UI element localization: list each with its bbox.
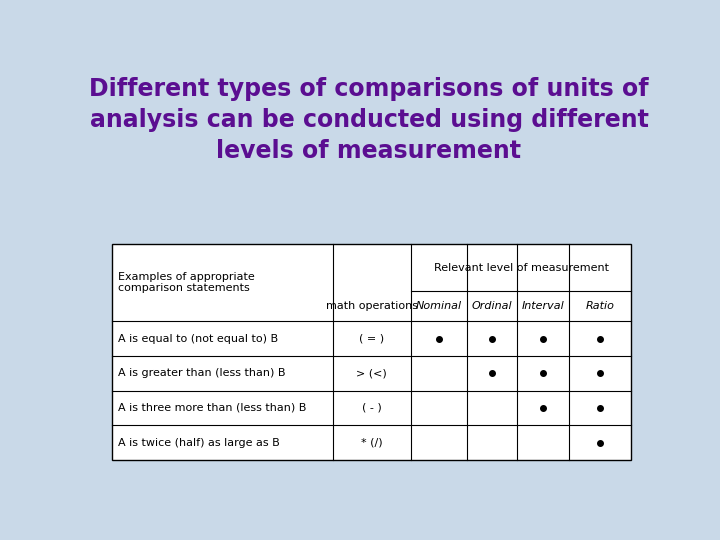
Text: Nominal: Nominal: [415, 301, 462, 312]
Text: Interval: Interval: [521, 301, 564, 312]
Bar: [112, 244, 631, 460]
Text: Relevant level of measurement: Relevant level of measurement: [433, 262, 608, 273]
Text: ( - ): ( - ): [362, 403, 382, 413]
Text: * (/): * (/): [361, 437, 382, 448]
Text: > (<): > (<): [356, 368, 387, 379]
Text: Ordinal: Ordinal: [472, 301, 512, 312]
Text: ( = ): ( = ): [359, 334, 384, 343]
Text: Different types of comparisons of units of
analysis can be conducted using diffe: Different types of comparisons of units …: [89, 77, 649, 163]
Text: A is three more than (less than) B: A is three more than (less than) B: [118, 403, 306, 413]
Text: Examples of appropriate
comparison statements: Examples of appropriate comparison state…: [118, 272, 255, 293]
Text: A is greater than (less than) B: A is greater than (less than) B: [118, 368, 285, 379]
Text: A is equal to (not equal to) B: A is equal to (not equal to) B: [118, 334, 278, 343]
Text: A is twice (half) as large as B: A is twice (half) as large as B: [118, 437, 279, 448]
Text: Ratio: Ratio: [585, 301, 614, 312]
Text: math operations: math operations: [325, 301, 418, 312]
